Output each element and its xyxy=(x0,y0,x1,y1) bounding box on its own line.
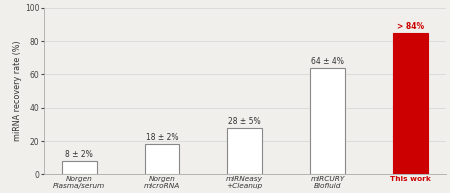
Text: 18 ± 2%: 18 ± 2% xyxy=(146,133,178,142)
Text: 28 ± 5%: 28 ± 5% xyxy=(229,117,261,126)
Bar xyxy=(393,33,428,174)
Text: > 84%: > 84% xyxy=(396,22,424,31)
Text: 8 ± 2%: 8 ± 2% xyxy=(65,150,93,159)
Y-axis label: miRNA recovery rate (%): miRNA recovery rate (%) xyxy=(13,41,22,141)
Bar xyxy=(62,161,97,174)
Bar xyxy=(144,144,180,174)
Bar xyxy=(310,68,345,174)
Bar xyxy=(227,128,262,174)
Text: 64 ± 4%: 64 ± 4% xyxy=(311,57,344,66)
